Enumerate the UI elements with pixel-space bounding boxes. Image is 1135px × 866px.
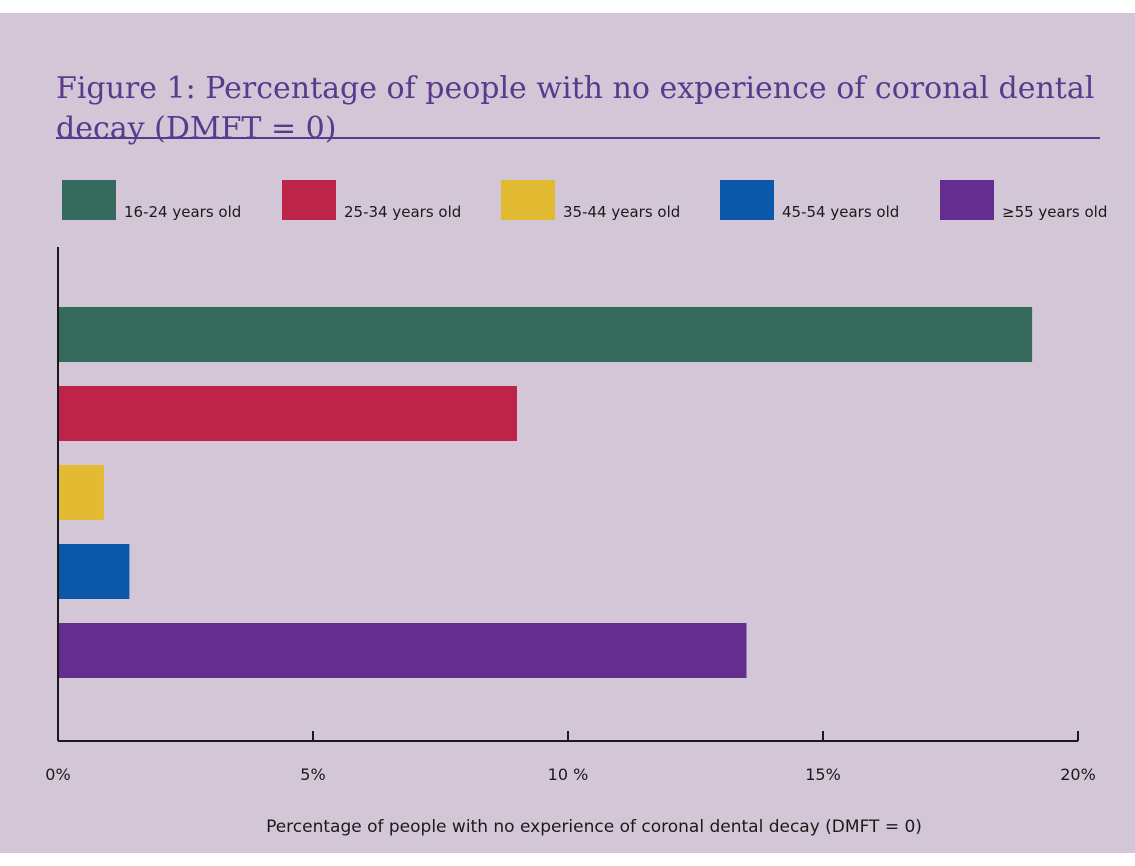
legend-swatch xyxy=(62,180,116,220)
bar-3 xyxy=(58,465,104,520)
legend-swatch xyxy=(282,180,336,220)
legend-label: ≥55 years old xyxy=(1002,203,1107,221)
x-tick-label: 0% xyxy=(45,765,70,784)
legend-swatch xyxy=(720,180,774,220)
bars xyxy=(58,307,1033,678)
bar-2 xyxy=(58,386,517,441)
title-underline xyxy=(56,137,1100,139)
x-tick-label: 15% xyxy=(805,765,841,784)
legend: 16-24 years old 25-34 years old 35-44 year… xyxy=(62,180,1107,221)
legend-label: 25-34 years old xyxy=(344,203,461,221)
x-tick-label: 5% xyxy=(300,765,325,784)
legend-label: 16-24 years old xyxy=(124,203,241,221)
bar-4 xyxy=(58,544,130,599)
x-axis-label: Percentage of people with no experience … xyxy=(266,817,922,837)
legend-swatch xyxy=(940,180,994,220)
legend-swatch xyxy=(501,180,555,220)
x-tick-label: 10 % xyxy=(548,765,589,784)
chart-title: Figure 1: Percentage of people with no e… xyxy=(56,71,1095,146)
legend-label: 45-54 years old xyxy=(782,203,899,221)
x-ticks: 0% 5% 10 % 15% 20% xyxy=(45,731,1096,784)
bar-5 xyxy=(58,623,747,678)
x-tick-label: 20% xyxy=(1060,765,1096,784)
bar-1 xyxy=(58,307,1033,362)
legend-label: 35-44 years old xyxy=(563,203,680,221)
